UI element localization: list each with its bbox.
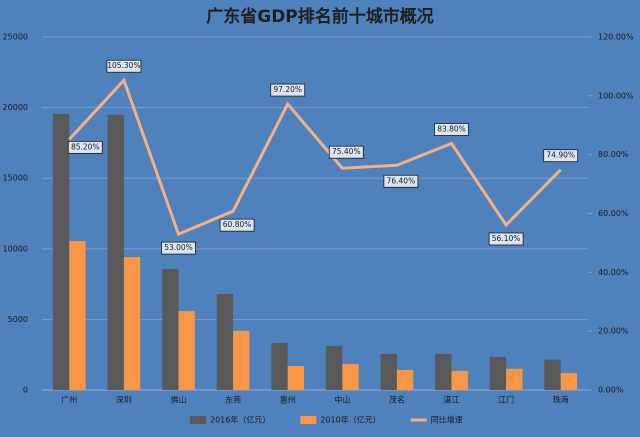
x-tick-label: 江门 bbox=[498, 395, 514, 405]
value-label-box bbox=[383, 174, 419, 188]
bar bbox=[451, 370, 468, 390]
bar bbox=[380, 353, 397, 390]
value-label: 53.00% bbox=[164, 243, 193, 252]
y-tick-label: 15000 bbox=[3, 174, 28, 183]
value-label-box bbox=[106, 59, 142, 73]
legend-swatch bbox=[190, 416, 206, 424]
x-tick-label: 湛江 bbox=[444, 396, 460, 405]
x-tick-label: 深圳 bbox=[116, 395, 132, 405]
y2-tick-label: 40.00% bbox=[598, 268, 629, 277]
value-label: 74.90% bbox=[546, 151, 575, 160]
y-tick-label: 5000 bbox=[8, 315, 28, 324]
value-label-box bbox=[161, 241, 196, 255]
bar bbox=[396, 369, 414, 390]
value-label: 83.80% bbox=[437, 124, 466, 133]
value-label: 85.20% bbox=[71, 142, 100, 151]
y2-tick-label: 100.00% bbox=[598, 91, 634, 100]
y2-tick-label: 0.00% bbox=[598, 386, 624, 395]
value-label: 60.80% bbox=[223, 220, 252, 229]
bar bbox=[233, 330, 250, 390]
bar bbox=[178, 311, 195, 390]
value-label: 105.30% bbox=[107, 61, 140, 70]
bar bbox=[342, 363, 359, 390]
value-label: 75.40% bbox=[332, 147, 361, 156]
legend-label: 2010年（亿元） bbox=[320, 415, 380, 425]
value-label: 76.40% bbox=[387, 176, 416, 185]
line bbox=[68, 77, 562, 237]
value-label-box bbox=[219, 218, 255, 232]
bar bbox=[107, 114, 124, 390]
bar bbox=[123, 256, 141, 390]
x-tick-label: 茂名 bbox=[389, 395, 405, 405]
bar bbox=[506, 368, 523, 390]
legend-swatch bbox=[300, 416, 317, 424]
y2-tick-label: 120.00% bbox=[598, 33, 634, 42]
y-tick-label: 25000 bbox=[3, 33, 28, 42]
chart-title: 广东省GDP排名前十城市概况 bbox=[206, 6, 434, 27]
y2-tick-label: 20.00% bbox=[598, 327, 629, 336]
y-tick-label: 0 bbox=[23, 386, 28, 395]
bar bbox=[162, 268, 179, 390]
y-tick-label: 20000 bbox=[3, 103, 28, 112]
bar bbox=[544, 359, 561, 390]
legend-label: 同比增速 bbox=[431, 415, 463, 425]
bar bbox=[435, 353, 452, 390]
value-label-box bbox=[488, 232, 524, 246]
x-tick-label: 中山 bbox=[334, 395, 350, 405]
value-label-box bbox=[67, 140, 103, 154]
x-tick-label: 东莞 bbox=[225, 395, 241, 405]
x-tick-label: 珠海 bbox=[553, 395, 569, 405]
y-tick-label: 10000 bbox=[3, 244, 28, 253]
y2-tick-label: 60.00% bbox=[598, 209, 629, 218]
bar bbox=[216, 293, 234, 390]
value-label-box bbox=[270, 83, 306, 97]
legend-label: 2016年（亿元） bbox=[210, 415, 270, 425]
value-label: 97.20% bbox=[273, 85, 302, 94]
bar bbox=[489, 356, 507, 390]
bar bbox=[52, 113, 70, 390]
value-label-box bbox=[434, 123, 469, 136]
bar bbox=[69, 241, 86, 390]
x-tick-label: 惠州 bbox=[280, 395, 296, 405]
bar bbox=[287, 365, 305, 390]
value-label: 56.10% bbox=[492, 234, 521, 243]
x-tick-label: 广州 bbox=[61, 395, 77, 405]
x-tick-label: 佛山 bbox=[171, 395, 187, 405]
bar bbox=[271, 342, 288, 390]
value-label-box bbox=[543, 149, 579, 163]
bar bbox=[560, 373, 578, 390]
bar bbox=[325, 345, 343, 390]
value-label-box bbox=[328, 145, 364, 159]
y2-tick-label: 80.00% bbox=[598, 150, 629, 159]
